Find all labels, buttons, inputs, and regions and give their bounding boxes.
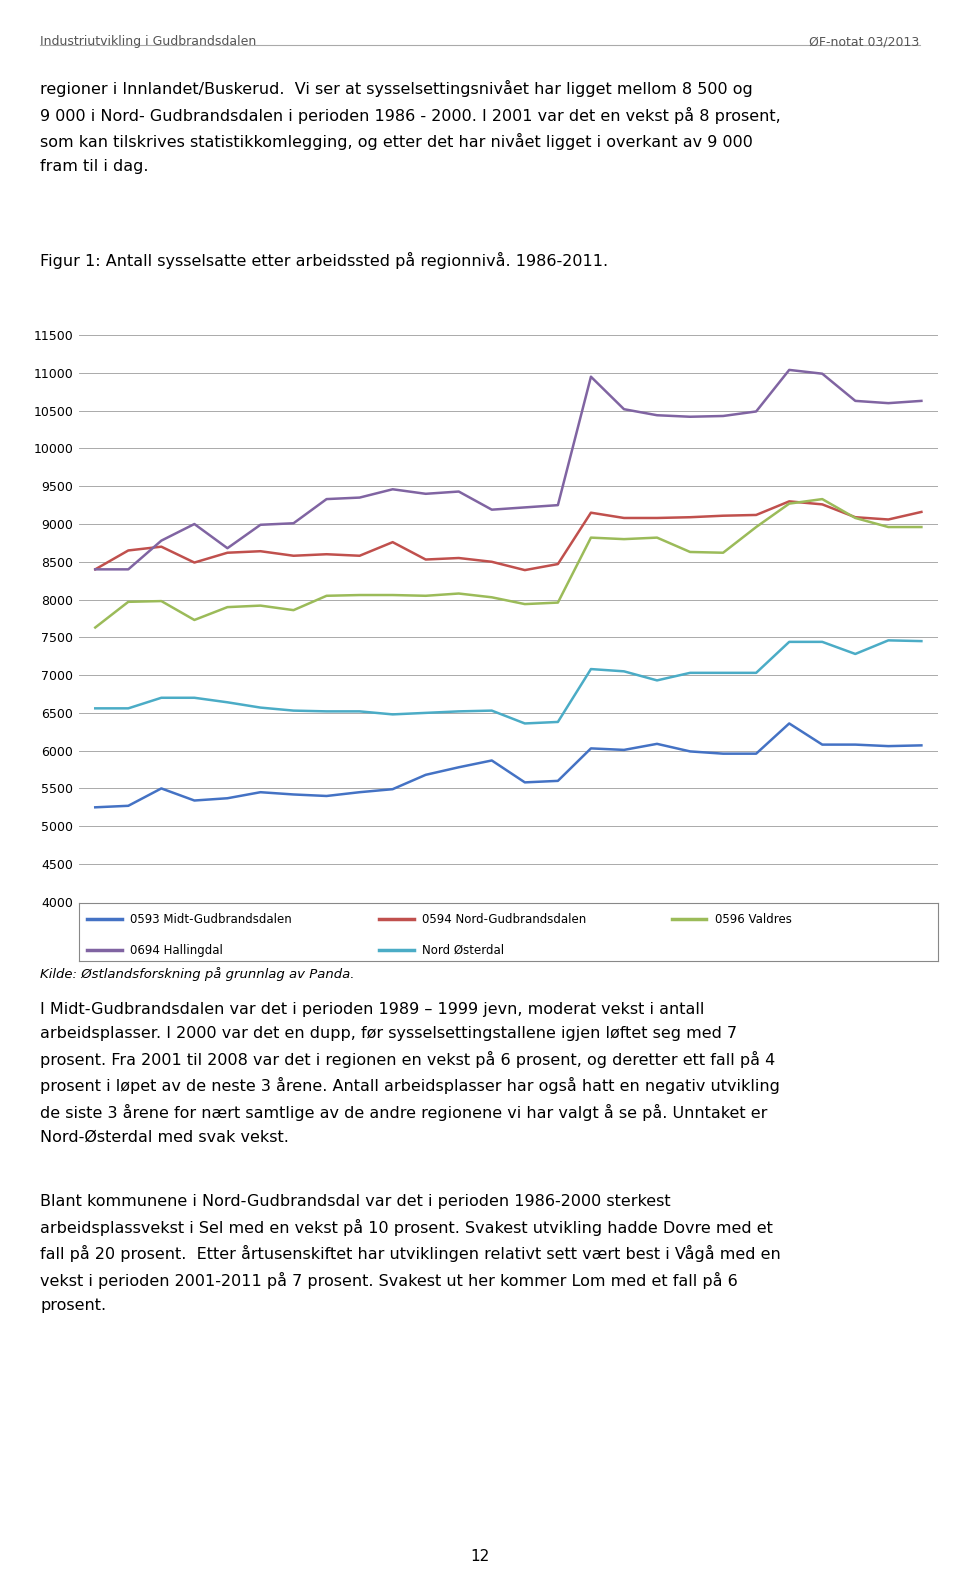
Text: 0596 Valdres: 0596 Valdres: [714, 913, 791, 926]
Text: 0694 Hallingdal: 0694 Hallingdal: [131, 943, 223, 958]
Text: 12: 12: [470, 1550, 490, 1564]
Text: Blant kommunene i Nord-Gudbrandsdal var det i perioden 1986-2000 sterkest
arbeid: Blant kommunene i Nord-Gudbrandsdal var …: [40, 1194, 781, 1312]
Text: Kilde: Østlandsforskning på grunnlag av Panda.: Kilde: Østlandsforskning på grunnlag av …: [40, 967, 355, 982]
Text: Figur 1: Antall sysselsatte etter arbeidssted på regionnivå. 1986-2011.: Figur 1: Antall sysselsatte etter arbeid…: [40, 252, 609, 270]
Text: 0593 Midt-Gudbrandsdalen: 0593 Midt-Gudbrandsdalen: [131, 913, 292, 926]
Text: ØF-notat 03/2013: ØF-notat 03/2013: [809, 35, 920, 48]
Text: I Midt-Gudbrandsdalen var det i perioden 1989 – 1999 jevn, moderat vekst i antal: I Midt-Gudbrandsdalen var det i perioden…: [40, 1002, 780, 1144]
Text: regioner i Innlandet/Buskerud.  Vi ser at sysselsettingsnivået har ligget mellom: regioner i Innlandet/Buskerud. Vi ser at…: [40, 80, 781, 174]
Text: Nord Østerdal: Nord Østerdal: [422, 943, 505, 958]
Text: Industriutvikling i Gudbrandsdalen: Industriutvikling i Gudbrandsdalen: [40, 35, 256, 48]
Text: 0594 Nord-Gudbrandsdalen: 0594 Nord-Gudbrandsdalen: [422, 913, 587, 926]
